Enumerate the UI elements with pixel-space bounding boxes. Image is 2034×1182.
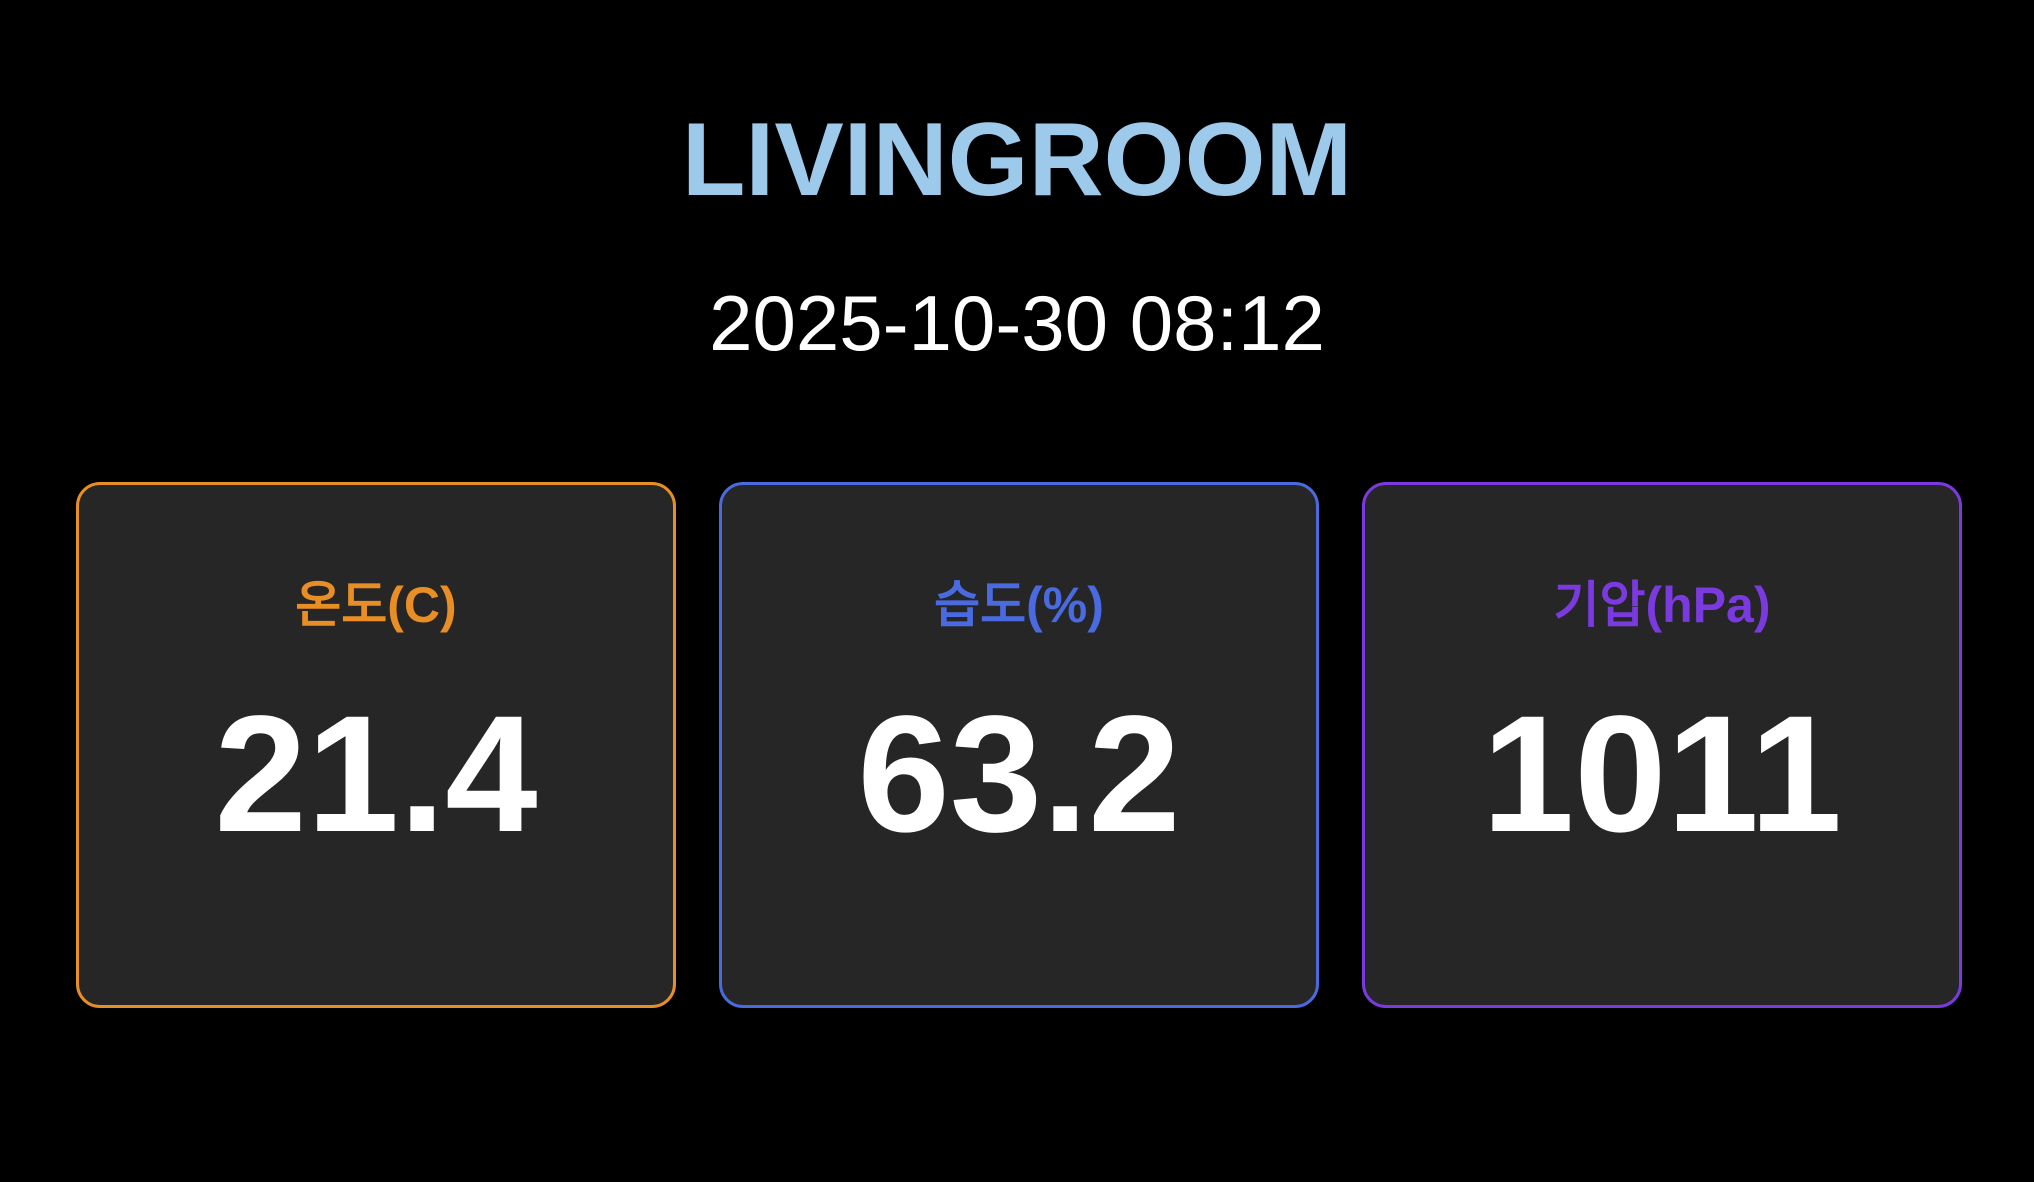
temperature-value: 21.4 <box>214 682 538 867</box>
pressure-value: 1011 <box>1481 682 1843 867</box>
datetime-display: 2025-10-30 08:12 <box>709 279 1325 367</box>
pressure-label: 기압(hPa) <box>1553 577 1771 633</box>
humidity-card: 습도(%) 63.2 <box>719 482 1319 1008</box>
humidity-label: 습도(%) <box>934 577 1104 633</box>
temperature-card: 온도(C) 21.4 <box>76 482 676 1008</box>
room-title: LIVINGROOM <box>681 102 1353 218</box>
pressure-card: 기압(hPa) 1011 <box>1362 482 1962 1008</box>
sensor-cards: 온도(C) 21.4 습도(%) 63.2 기압(hPa) 1011 <box>76 482 1962 1010</box>
temperature-label: 온도(C) <box>295 577 457 633</box>
humidity-value: 63.2 <box>857 682 1181 867</box>
